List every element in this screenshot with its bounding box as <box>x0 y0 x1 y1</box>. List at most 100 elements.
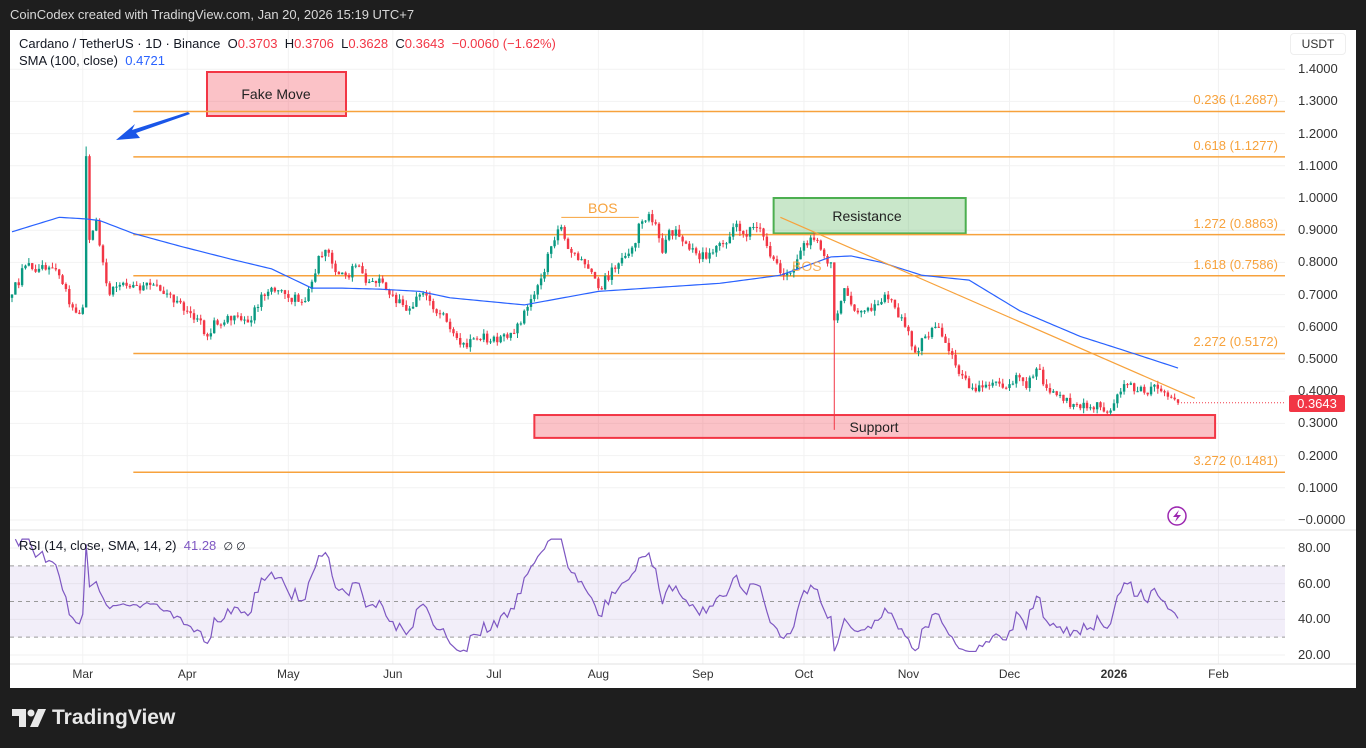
candle-body <box>1021 377 1025 382</box>
price-axis-label[interactable]: −0.0000 <box>1298 512 1346 527</box>
price-axis-label[interactable]: 0.7000 <box>1298 286 1338 302</box>
candle-body <box>977 385 981 392</box>
candle-body <box>715 245 718 253</box>
candle-body <box>576 253 580 260</box>
candle-body <box>293 294 297 302</box>
candle-body <box>580 259 583 261</box>
candle-body <box>24 265 27 269</box>
tradingview-logo[interactable]: TradingView <box>12 706 175 730</box>
candle-body <box>209 333 213 337</box>
candle-body <box>344 272 347 276</box>
symbol-legend: Cardano / TetherUS · 1D · Binance O0.370… <box>19 36 556 51</box>
candle-body <box>802 243 806 251</box>
candle-body <box>893 299 897 308</box>
candle-body <box>371 280 374 282</box>
candle-body <box>492 336 496 342</box>
candle-body <box>644 220 647 222</box>
price-axis-label[interactable]: 1.4000 <box>1298 61 1338 77</box>
time-label: Aug <box>587 667 610 681</box>
candle-body <box>587 264 590 269</box>
candle-body <box>913 346 917 353</box>
bos-label-2: BOS <box>792 258 822 274</box>
price-axis-label[interactable]: 0.5000 <box>1298 351 1338 366</box>
chart-panel[interactable] <box>10 30 1356 688</box>
attribution-text: CoinCodex created with TradingView.com, … <box>10 7 415 22</box>
price-axis-label[interactable]: 1.3000 <box>1298 93 1338 109</box>
rsi-axis-label: 20.00 <box>1298 647 1331 662</box>
candle-body <box>570 248 573 253</box>
candle-body <box>725 243 728 245</box>
candle-body <box>41 265 44 269</box>
candle-body <box>600 288 603 290</box>
candle-body <box>428 295 432 302</box>
candle-body <box>745 234 748 237</box>
price-axis-label[interactable]: 0.4000 <box>1298 383 1338 399</box>
candle-body <box>1166 392 1170 397</box>
price-axis-label[interactable]: 0.6000 <box>1298 318 1338 334</box>
high-label: H <box>284 36 295 51</box>
candle-body <box>175 300 179 303</box>
candle-body <box>910 331 913 347</box>
candle-body <box>964 375 967 379</box>
candle-body <box>1170 396 1173 398</box>
candle-body <box>1176 399 1180 403</box>
candle-body <box>459 337 462 345</box>
candle-body <box>721 243 725 245</box>
candle-body <box>762 228 765 237</box>
candle-body <box>860 310 863 313</box>
candle-body <box>1163 391 1166 393</box>
candle-body <box>887 294 890 300</box>
candle-body <box>799 250 802 260</box>
bos-label-1: BOS <box>588 200 618 216</box>
time-label: May <box>276 667 300 681</box>
candle-body <box>47 267 51 270</box>
candle-body <box>607 275 610 280</box>
candle-body <box>1035 368 1038 377</box>
candle-body <box>822 249 826 256</box>
price-axis-label[interactable]: 1.2000 <box>1298 125 1338 141</box>
price-axis-label[interactable]: 0.3000 <box>1298 415 1338 431</box>
candle-body <box>186 310 189 312</box>
candle-body <box>657 223 661 239</box>
candle-body <box>368 281 371 283</box>
price-axis-label[interactable]: 0.1000 <box>1298 479 1338 495</box>
candle-body <box>317 255 320 274</box>
candle-body <box>593 272 597 279</box>
rsi-legend[interactable]: RSI (14, close, SMA, 14, 2) 41.28 ∅ ∅ <box>19 538 246 553</box>
candle-body <box>772 256 775 260</box>
candle-body <box>189 311 192 314</box>
candle-body <box>873 304 876 311</box>
candle-body <box>853 304 856 311</box>
candle-body <box>98 220 101 246</box>
chart-canvas[interactable] <box>10 30 1356 688</box>
sma-legend[interactable]: SMA (100, close) 0.4721 <box>19 53 165 68</box>
price-axis-label[interactable]: 0.9000 <box>1298 222 1338 238</box>
rsi-axis-label: 40.00 <box>1298 611 1331 627</box>
candle-body <box>988 384 991 386</box>
price-axis-label[interactable]: 0.2000 <box>1298 447 1338 463</box>
candle-body <box>550 246 553 254</box>
candle-body <box>1018 375 1021 378</box>
candle-body <box>539 278 543 286</box>
time-label: 2026 <box>1100 667 1128 681</box>
price-axis-label[interactable]: 1.1000 <box>1298 157 1338 173</box>
candle-body <box>78 312 81 314</box>
sma-label: SMA (100, close) <box>19 53 118 68</box>
candle-body <box>394 294 398 304</box>
lightning-icon-bolt <box>1173 510 1181 522</box>
time-label: Nov <box>897 667 920 681</box>
price-axis-label[interactable]: 0.8000 <box>1298 254 1338 270</box>
fib-label: 0.236 (1.2687) <box>1193 92 1278 108</box>
candle-body <box>192 313 196 320</box>
candle-body <box>182 302 186 311</box>
resistance-label: Resistance <box>832 208 902 224</box>
candle-body <box>27 263 31 266</box>
candle-body <box>273 287 277 292</box>
candle-body <box>829 262 833 264</box>
candle-body <box>374 280 378 284</box>
candle-body <box>755 226 758 228</box>
candle-body <box>196 318 199 320</box>
price-axis-label[interactable]: 1.0000 <box>1298 190 1338 205</box>
currency-button[interactable]: USDT <box>1290 33 1346 55</box>
candle-body <box>1146 392 1149 395</box>
